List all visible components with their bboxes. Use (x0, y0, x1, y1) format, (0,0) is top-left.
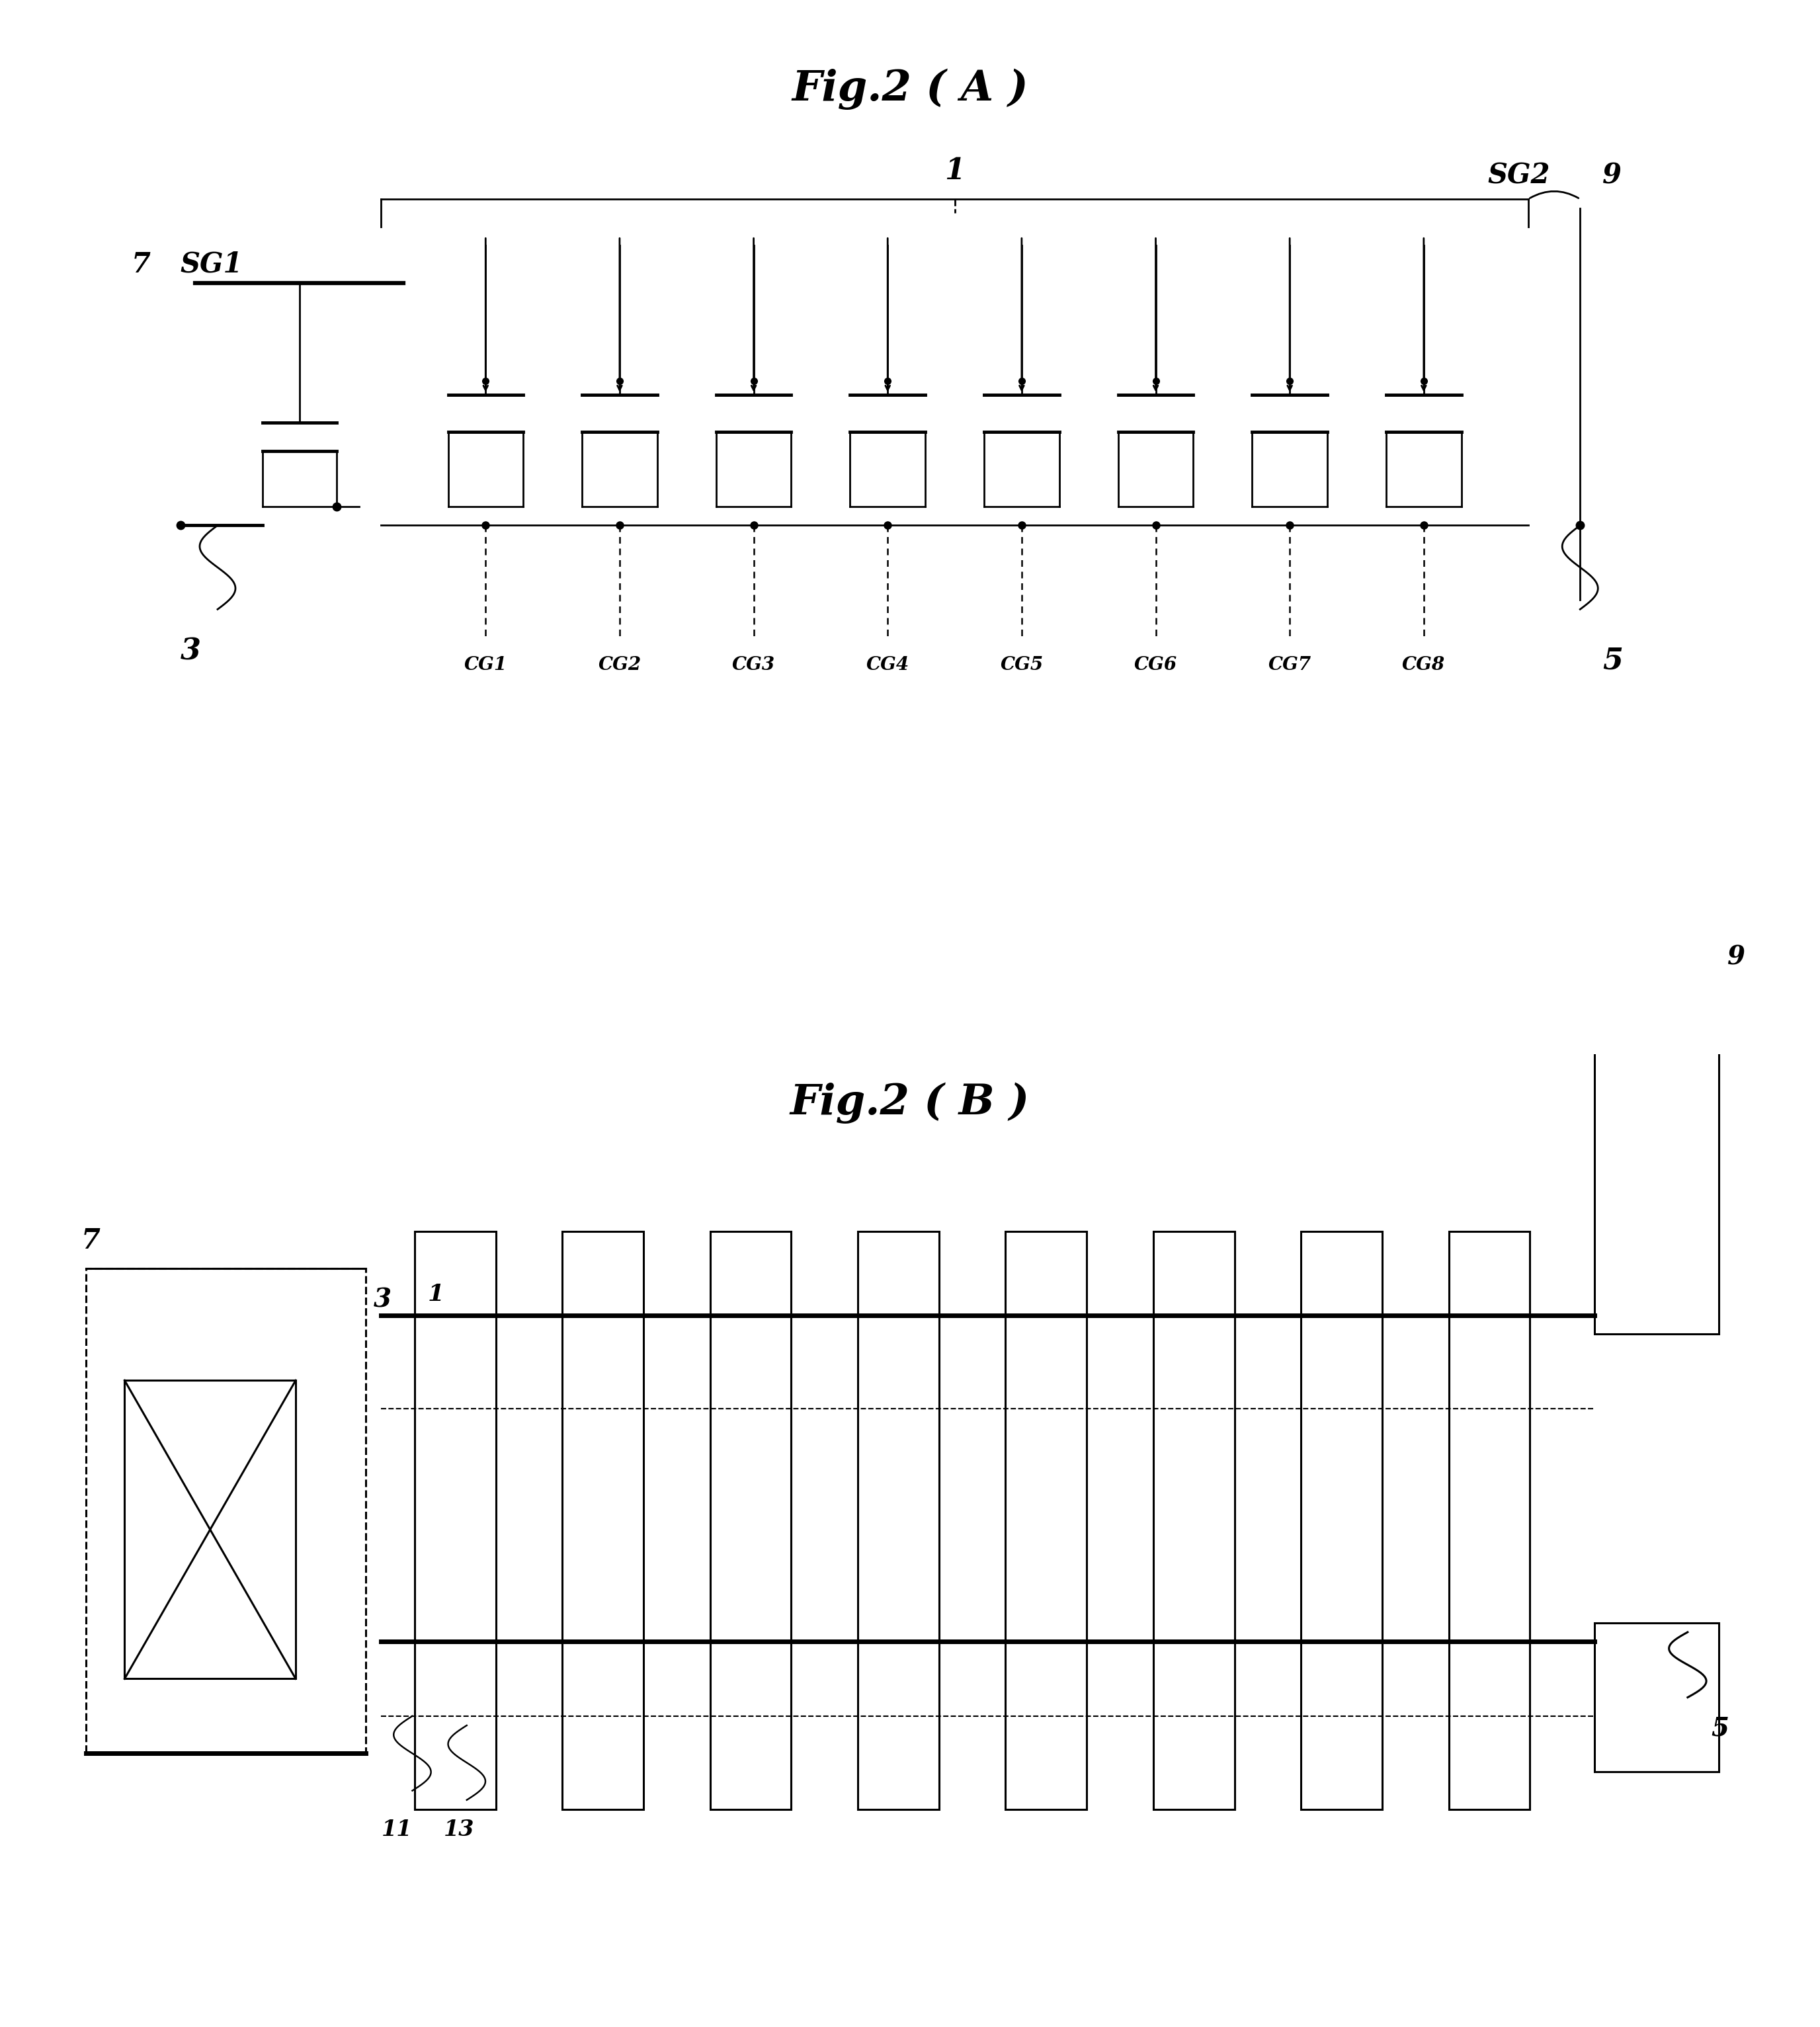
Text: 7: 7 (82, 1226, 100, 1255)
Text: CG7: CG7 (1269, 657, 1310, 673)
Text: Fig.2 ( B ): Fig.2 ( B ) (790, 1082, 1030, 1123)
Text: CG3: CG3 (732, 657, 775, 673)
Bar (1005, 1230, 1087, 1810)
Text: CG2: CG2 (599, 657, 641, 673)
Text: CG6: CG6 (1134, 657, 1178, 673)
Bar (415, 1230, 495, 1810)
Bar (1594, 1624, 1718, 1772)
Bar (562, 1230, 644, 1810)
Text: CG1: CG1 (464, 657, 508, 673)
Text: 3: 3 (373, 1287, 391, 1311)
Bar (1154, 1230, 1234, 1810)
Text: CG4: CG4 (866, 657, 910, 673)
Text: 13: 13 (444, 1818, 475, 1841)
Text: 3: 3 (180, 636, 200, 665)
Text: SG1: SG1 (180, 251, 242, 278)
Bar (86, 1269, 366, 1753)
Text: 9: 9 (1727, 945, 1744, 971)
Text: 9: 9 (1602, 162, 1622, 191)
Text: 1: 1 (945, 156, 965, 184)
Bar (1449, 1230, 1531, 1810)
Bar (1594, 979, 1718, 1334)
Text: SG2: SG2 (1487, 162, 1551, 191)
Bar (1301, 1230, 1381, 1810)
Text: CG8: CG8 (1401, 657, 1445, 673)
Text: 7: 7 (131, 251, 151, 278)
Text: 1: 1 (428, 1283, 444, 1305)
Text: Fig.2 ( A ): Fig.2 ( A ) (792, 69, 1028, 109)
Bar (857, 1230, 939, 1810)
Text: CG5: CG5 (1001, 657, 1043, 673)
Text: 5: 5 (1711, 1717, 1729, 1741)
Text: 11: 11 (382, 1818, 411, 1841)
Bar (710, 1230, 792, 1810)
Bar (124, 1380, 295, 1678)
Text: 5: 5 (1602, 647, 1623, 675)
